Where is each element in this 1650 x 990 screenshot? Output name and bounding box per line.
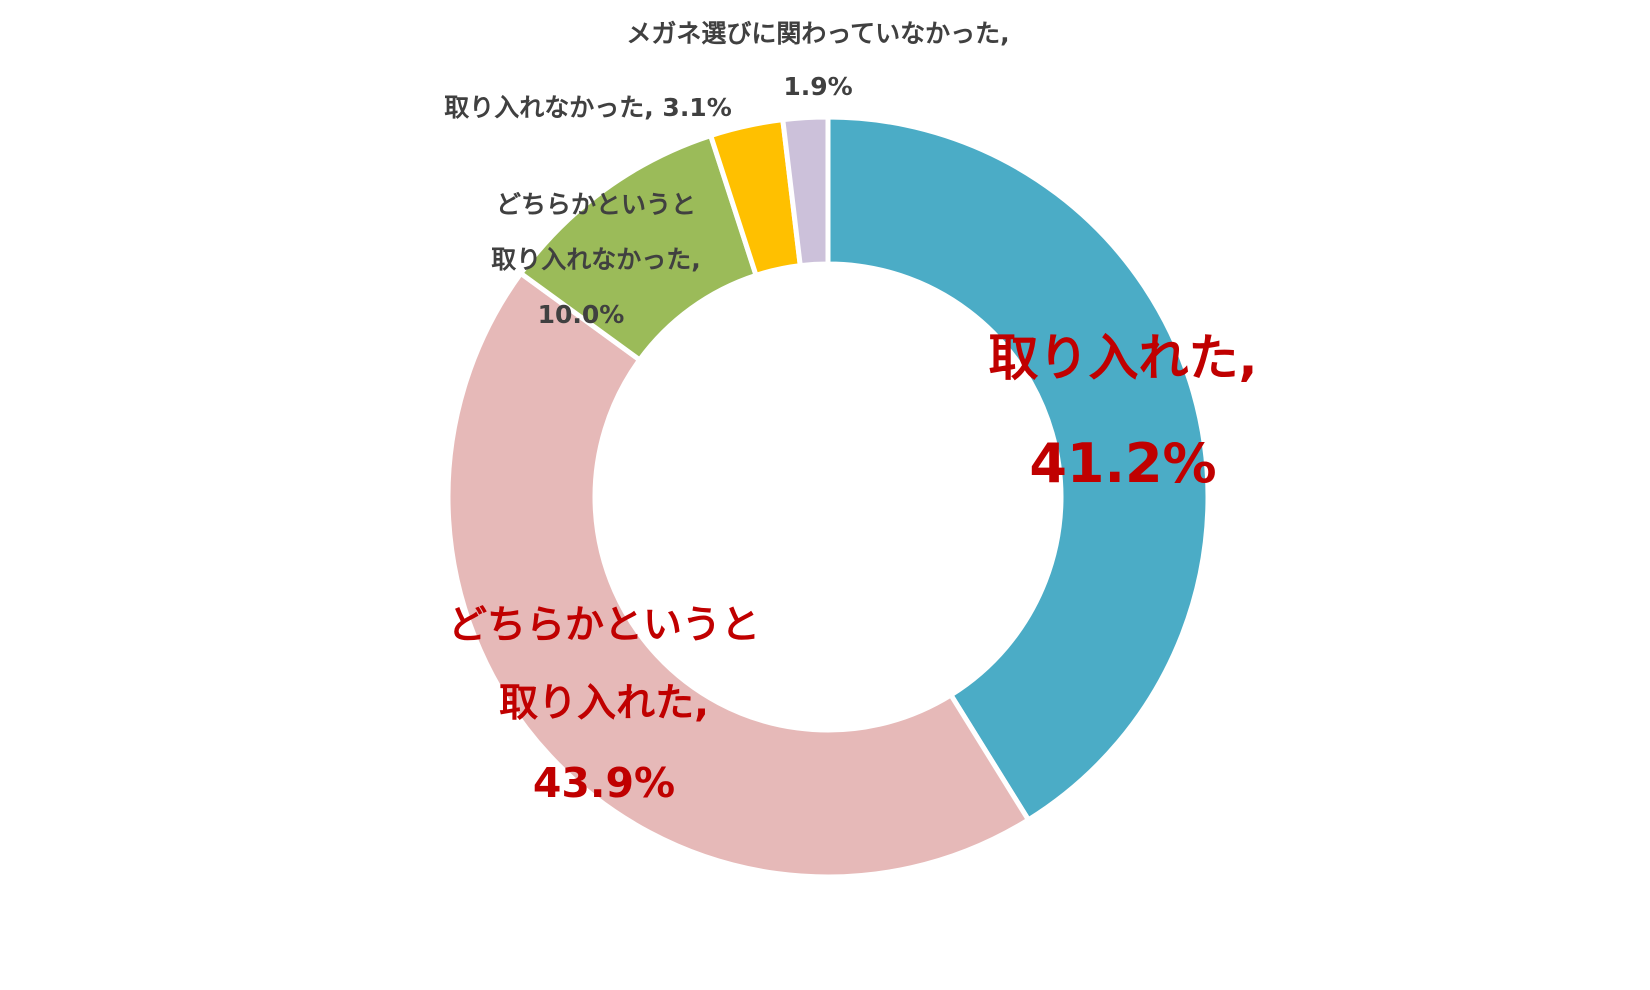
data-label-slice1-name-2: 取り入れた, [499, 681, 709, 726]
donut-slice-1 [445, 270, 1031, 880]
data-label-slice2-value: 10.0% [538, 300, 625, 329]
data-label-slice4-name: メガネ選びに関わっていなかった, [626, 19, 1009, 48]
data-label-slice4-value: 1.9% [783, 72, 852, 101]
donut-slice-0 [825, 114, 1211, 823]
data-label-slice3: 取り入れなかった, 3.1% [444, 93, 732, 122]
data-label-slice0-name: 取り入れた, [989, 329, 1258, 387]
data-label-slice1-name-1: どちらかというと [448, 603, 760, 648]
data-label-slice1-value: 43.9% [533, 759, 675, 807]
data-label-slice2-name-2: 取り入れなかった, [491, 245, 701, 274]
data-label-slice0-value: 41.2% [1029, 432, 1216, 495]
donut-slices [445, 114, 1211, 880]
data-label-slice2-name-1: どちらかというと [496, 190, 696, 219]
donut-slice-4 [780, 114, 831, 269]
